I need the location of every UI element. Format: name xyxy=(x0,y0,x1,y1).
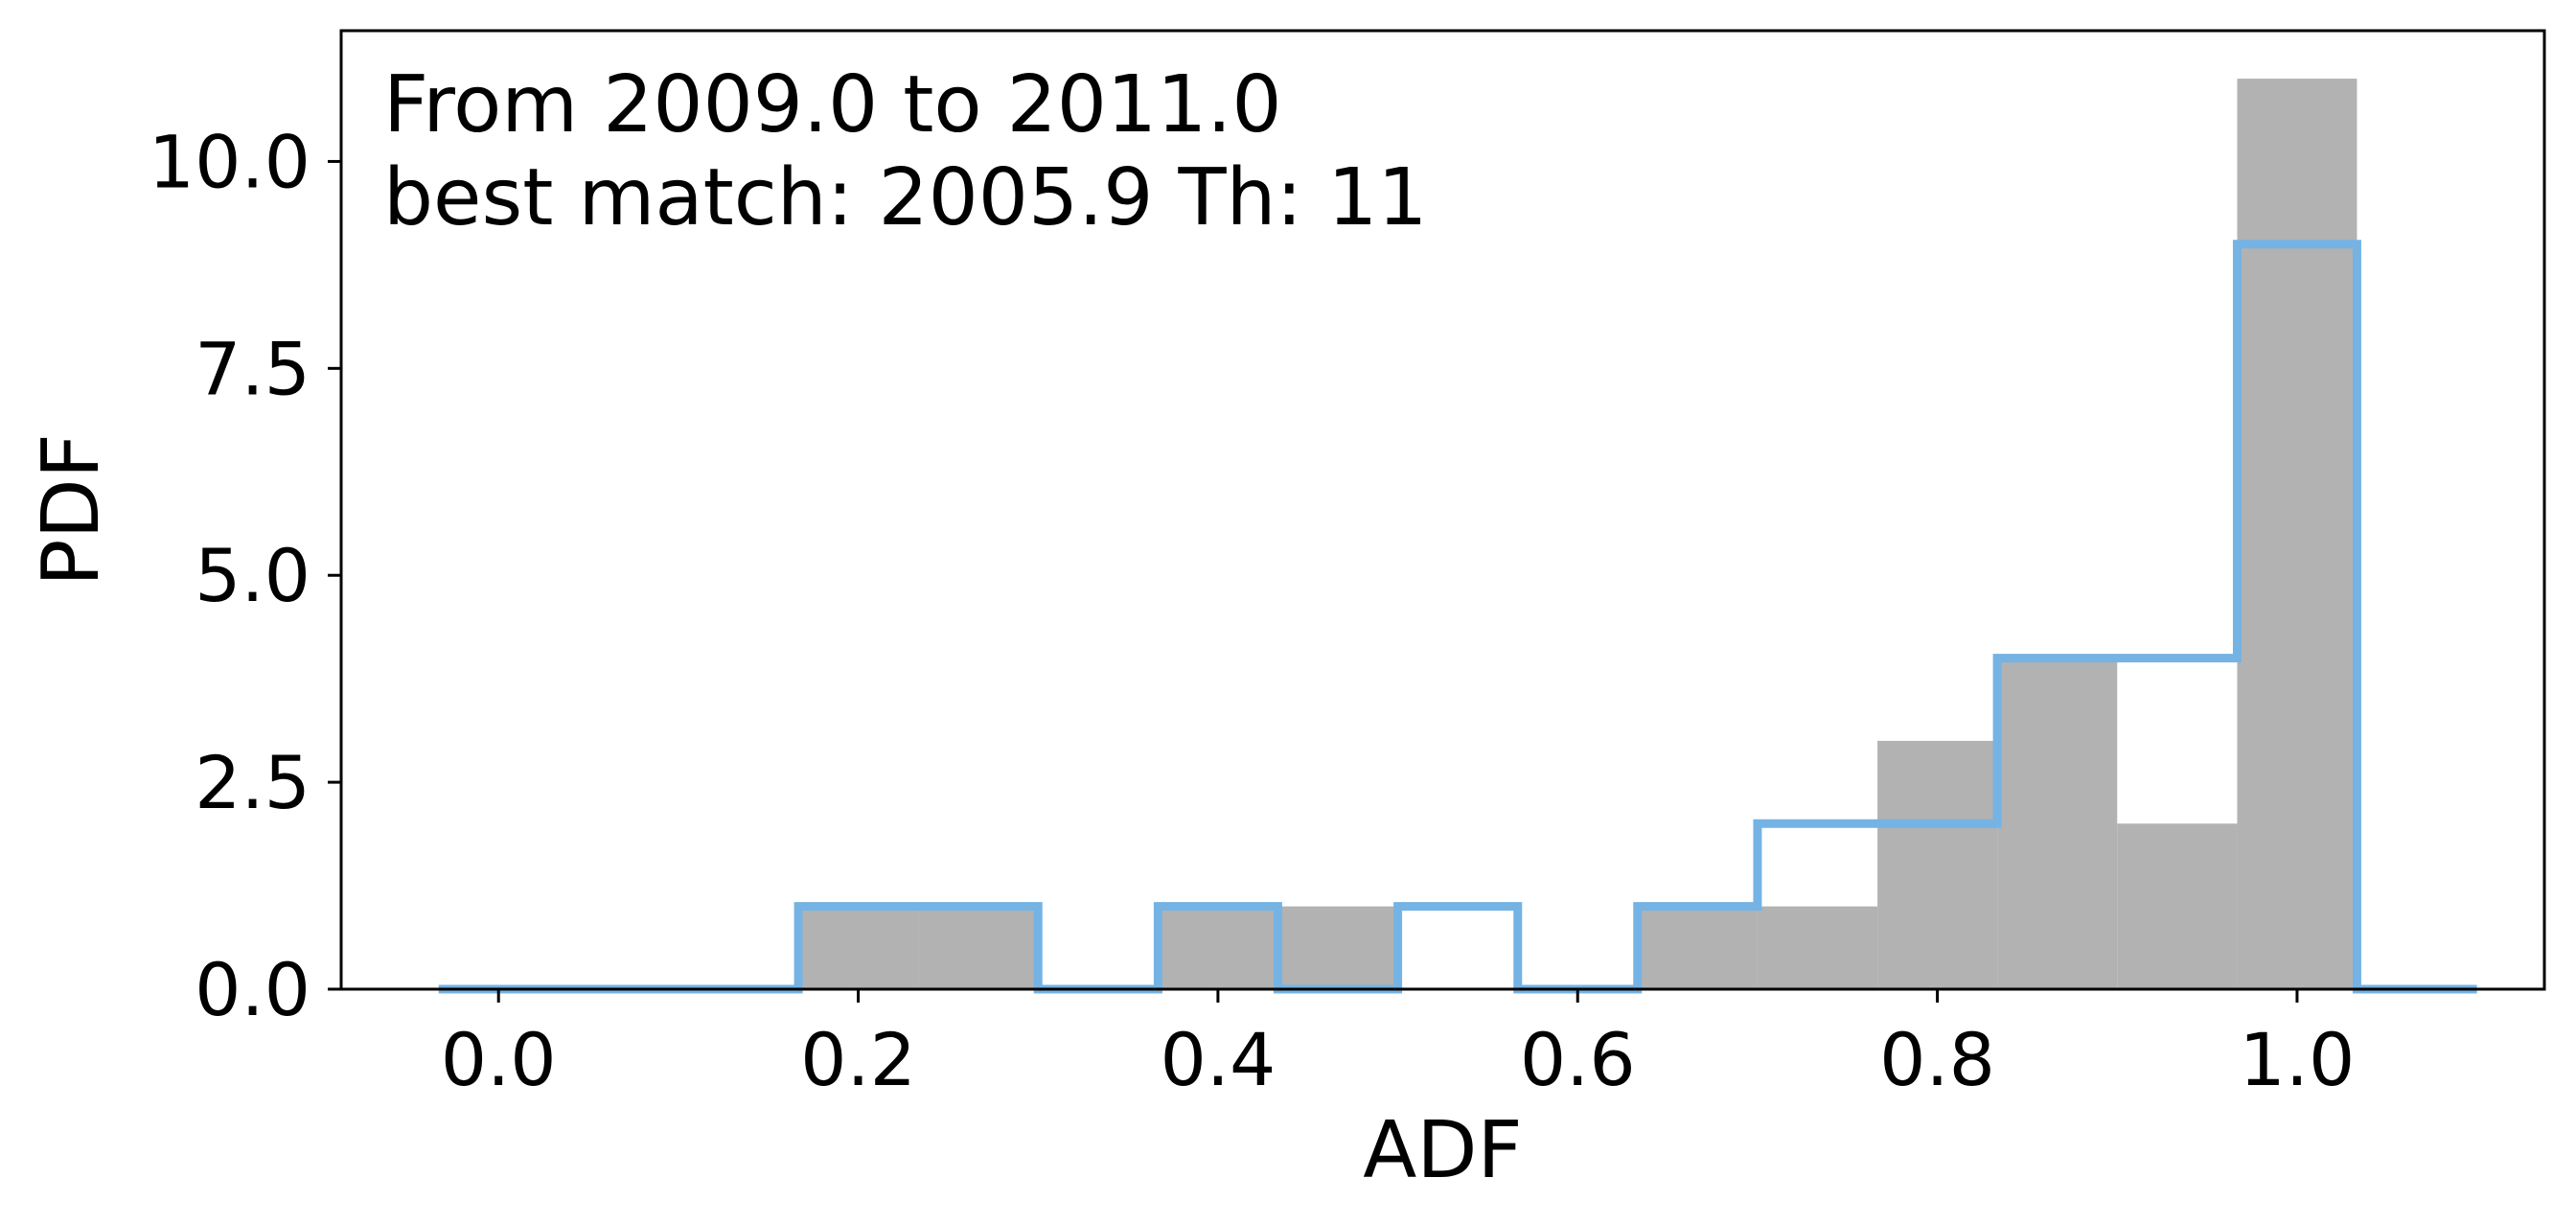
x-tick-label: 0.4 xyxy=(1160,1017,1276,1102)
x-tick-label: 1.0 xyxy=(2240,1017,2356,1102)
step-line-path xyxy=(438,240,2477,994)
y-tick-label: 2.5 xyxy=(195,740,310,825)
step-histogram-line xyxy=(438,240,2477,994)
y-tick-label: 10.0 xyxy=(149,119,310,204)
y-tick-label: 7.5 xyxy=(195,326,310,411)
y-axis-label: PDF xyxy=(26,433,117,587)
x-tick-label: 0.2 xyxy=(800,1017,916,1102)
histogram-bar xyxy=(918,906,1039,989)
x-tick-label: 0.6 xyxy=(1520,1017,1636,1102)
y-tick-label: 5.0 xyxy=(195,533,310,618)
histogram-bar xyxy=(2237,79,2358,989)
histogram-bar xyxy=(1877,740,1998,989)
histogram-bar xyxy=(1277,906,1398,989)
x-axis-label: ADF xyxy=(1363,1105,1522,1196)
annotation-best-match: best match: 2005.9 Th: 11 xyxy=(383,152,1428,243)
histogram-bar xyxy=(798,906,919,989)
x-axis-ticks: 0.0 0.2 0.4 0.6 0.8 1.0 xyxy=(441,989,2356,1102)
histogram-bar xyxy=(2117,823,2238,989)
histogram-bar xyxy=(1637,906,1758,989)
histogram-bar xyxy=(1158,906,1278,989)
y-tick-label: 0.0 xyxy=(195,947,310,1032)
annotation-date-range: From 2009.0 to 2011.0 xyxy=(383,59,1282,150)
plot-area-frame xyxy=(339,29,2546,991)
x-tick-label: 0.8 xyxy=(1879,1017,1995,1102)
x-tick-label: 0.0 xyxy=(441,1017,557,1102)
histogram-bar xyxy=(1757,906,1878,989)
histogram-bar xyxy=(1997,658,2118,989)
y-axis-ticks: 0.0 2.5 5.0 7.5 10.0 xyxy=(149,119,341,1032)
filled-histogram-bars xyxy=(798,79,2358,989)
